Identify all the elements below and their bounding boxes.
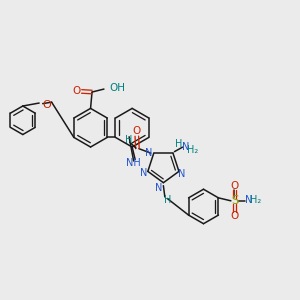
Text: N: N bbox=[140, 168, 147, 178]
Text: H: H bbox=[124, 135, 132, 145]
Text: H₂: H₂ bbox=[187, 145, 198, 154]
Text: N: N bbox=[145, 148, 152, 158]
Text: O: O bbox=[133, 126, 141, 136]
Text: N: N bbox=[155, 183, 163, 193]
Text: O: O bbox=[230, 181, 238, 191]
Text: H₂: H₂ bbox=[250, 195, 261, 205]
Text: S: S bbox=[231, 194, 238, 207]
Text: OH: OH bbox=[109, 83, 125, 94]
Text: O: O bbox=[230, 211, 238, 221]
Text: N: N bbox=[245, 195, 252, 205]
Text: O: O bbox=[73, 86, 81, 96]
Text: H: H bbox=[164, 195, 172, 205]
Text: N: N bbox=[178, 169, 186, 179]
Text: N: N bbox=[182, 142, 189, 152]
Text: H: H bbox=[175, 139, 182, 148]
Text: O: O bbox=[43, 100, 52, 110]
Text: NH: NH bbox=[126, 158, 141, 168]
